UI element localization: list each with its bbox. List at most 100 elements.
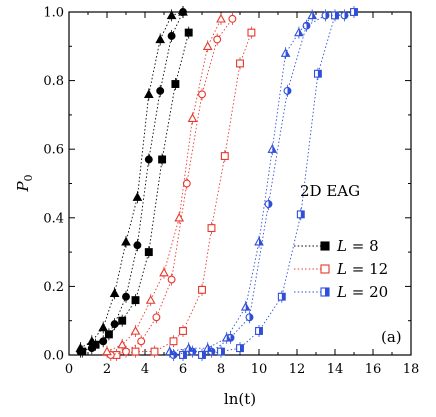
data-point (167, 32, 176, 40)
data-point (110, 320, 119, 329)
x-tick-label: 14 (327, 362, 344, 377)
y-tick-label: 0.2 (43, 280, 64, 295)
y-tick-label: 0.8 (43, 74, 64, 89)
data-point (321, 11, 330, 20)
data-point (174, 212, 185, 222)
data-point (320, 287, 330, 297)
data-point (164, 346, 175, 356)
data-point (102, 346, 112, 356)
x-tick-label: 10 (251, 362, 268, 377)
data-point (169, 337, 178, 346)
y-tick-label: 0.6 (43, 143, 64, 158)
data-point (86, 336, 97, 345)
data-point (121, 236, 131, 246)
legend-entry: L = 8 (294, 237, 379, 255)
data-point (156, 86, 165, 95)
data-point (183, 343, 194, 352)
series-7 (169, 9, 349, 361)
series-line (106, 18, 222, 352)
data-point (198, 351, 206, 359)
legend-label: L = 20 (336, 283, 388, 301)
data-point (179, 351, 187, 359)
data-point (320, 264, 330, 274)
legend: L = 8L = 12L = 20 (294, 237, 388, 301)
svg-text:P0: P0 (14, 174, 35, 192)
y-tick-labels: 0.0 0.2 0.4 0.6 0.8 1.0 (43, 6, 64, 364)
x-tick-label: 18 (403, 362, 420, 377)
data-point (99, 337, 108, 346)
data-point (178, 6, 188, 16)
series-1 (76, 6, 187, 358)
series-layer (75, 6, 358, 361)
series-line (80, 11, 184, 353)
data-point (166, 10, 177, 20)
series-line (80, 11, 184, 349)
series-l-8 (78, 26, 193, 358)
data-point (198, 285, 206, 294)
legend-label-var: L (336, 283, 347, 301)
data-point (254, 236, 264, 246)
data-point (167, 275, 176, 284)
data-point (313, 69, 322, 78)
data-point (216, 13, 226, 23)
x-tick-label: 0 (65, 362, 73, 377)
data-point (302, 21, 311, 30)
series-8 (164, 9, 318, 358)
data-point (158, 155, 167, 164)
data-point (213, 35, 222, 44)
data-point (283, 86, 292, 95)
data-point (144, 155, 153, 164)
data-point (207, 224, 216, 233)
data-point (245, 313, 254, 322)
x-tick-label: 8 (217, 362, 225, 377)
x-axis-title: ln(t) (224, 390, 256, 408)
data-point (320, 241, 330, 251)
data-point (122, 347, 130, 356)
data-point (267, 144, 278, 153)
data-point (145, 295, 156, 304)
data-point (221, 332, 232, 342)
data-point (236, 344, 244, 353)
data-point (179, 327, 187, 335)
data-point (255, 327, 263, 335)
legend-label-value: = 20 (347, 283, 388, 301)
data-point (144, 248, 153, 257)
y-tick-label: 0.0 (43, 349, 64, 364)
data-point (264, 200, 273, 209)
series-line (110, 18, 233, 356)
data-point (184, 28, 193, 37)
legend-label-var: L (336, 260, 347, 278)
data-point (240, 301, 251, 311)
data-point (187, 113, 198, 123)
x-tick-label: 16 (365, 362, 382, 377)
series-4 (106, 12, 237, 361)
data-point (98, 322, 109, 332)
series-2 (75, 6, 188, 355)
data-point (307, 10, 318, 20)
data-point (220, 152, 229, 161)
data-point (280, 48, 291, 57)
legend-entry: L = 20 (294, 283, 388, 301)
data-point (131, 347, 140, 356)
data-point (350, 8, 358, 16)
data-point (152, 313, 161, 322)
x-tick-label: 2 (103, 362, 111, 377)
y-tick-label: 0.4 (43, 211, 64, 226)
data-point (137, 337, 146, 346)
y-axis-title-sub: 0 (22, 174, 35, 181)
series-l-12 (112, 26, 256, 361)
legend-label: L = 12 (336, 260, 388, 278)
legend-label-var: L (336, 237, 347, 255)
chart-annotation: 2D EAG (300, 182, 360, 200)
data-point (202, 41, 213, 50)
x-tick-labels: 0 2 4 6 8 10 12 14 16 18 (65, 362, 419, 377)
data-point (159, 267, 169, 277)
data-point (182, 179, 191, 188)
data-point (132, 192, 143, 201)
y-axis-title-main: P (14, 181, 32, 193)
y-tick-label: 1.0 (43, 6, 64, 21)
data-point (104, 330, 113, 339)
data-point (340, 11, 349, 20)
data-point (155, 34, 166, 44)
panel-label: (a) (381, 328, 402, 346)
